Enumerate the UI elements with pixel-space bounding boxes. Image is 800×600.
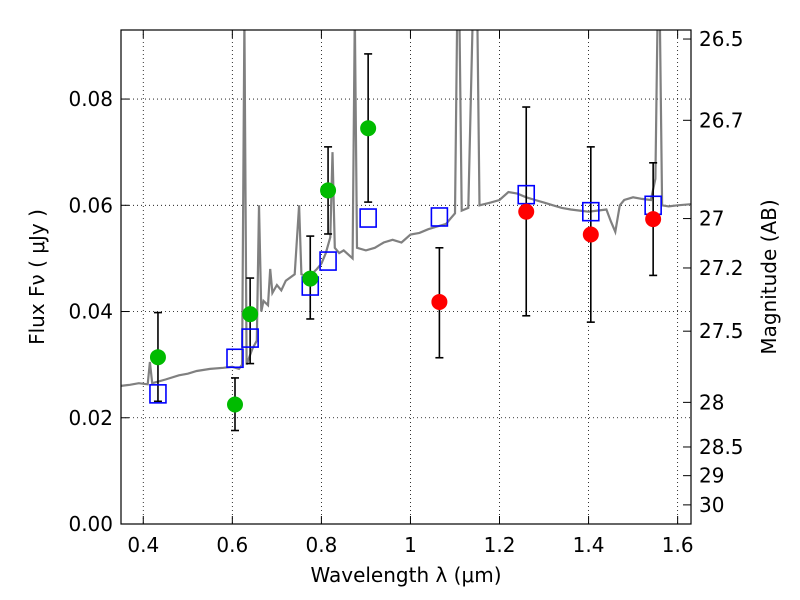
x-axis: 0.4 0.6 0.8 1 1.2 1.4 1.6: [127, 30, 694, 557]
right-tick-label: 26.5: [699, 27, 744, 51]
red-data-point: [431, 293, 448, 310]
right-tick-label: 28.5: [699, 435, 744, 459]
sed-curve-layer: [121, 30, 691, 387]
model-point: [226, 348, 244, 369]
green-data-point: [149, 349, 166, 366]
right-tick-label: 27.2: [699, 256, 744, 280]
y-axis-left: 0.00 0.02 0.04 0.06 0.08: [68, 87, 129, 536]
model-point: [430, 207, 449, 227]
plot-frame: [120, 29, 692, 525]
x-tick-label: 1.2: [484, 533, 516, 557]
y-tick-label: 0.08: [68, 87, 113, 111]
x-tick-label: 1.6: [662, 533, 694, 557]
right-tick-label: 30: [699, 493, 724, 517]
x-tick-label: 0.4: [127, 533, 159, 557]
x-tick-label: 1.4: [573, 533, 605, 557]
green-data-point: [227, 396, 243, 413]
x-tick-label: 1: [404, 533, 417, 557]
y-axis-right: 26.5 26.7 27 27.2 27.5 28 28.5 29 30: [683, 27, 744, 517]
model-point: [149, 384, 167, 404]
observed-points-layer: [149, 120, 662, 413]
right-tick-label: 26.7: [699, 108, 744, 132]
y-tick-label: 0.00: [68, 512, 113, 536]
y-axis-right-title: Magnitude (AB): [757, 199, 781, 354]
green-data-point: [302, 270, 319, 287]
x-axis-title: Wavelength λ (μm): [310, 563, 501, 587]
y-tick-label: 0.04: [68, 300, 113, 324]
model-point: [359, 208, 377, 228]
red-data-point: [582, 226, 599, 243]
y-tick-label: 0.06: [68, 193, 113, 217]
right-tick-label: 27.5: [699, 319, 744, 343]
green-data-point: [320, 182, 337, 199]
x-tick-label: 0.8: [305, 533, 337, 557]
y-tick-label: 0.02: [68, 406, 113, 430]
model-point: [319, 251, 337, 271]
x-tick-label: 0.6: [216, 533, 248, 557]
model-points-layer: [149, 184, 662, 404]
green-data-point: [242, 306, 259, 323]
right-tick-label: 28: [699, 390, 724, 414]
model-point: [582, 201, 600, 222]
y-axis-title: Flux Fν ( μJy ): [25, 209, 49, 345]
plot-area: [121, 30, 691, 524]
red-data-point: [645, 211, 662, 228]
model-point: [241, 328, 259, 348]
errorbar-layer: [153, 53, 658, 432]
right-tick-label: 27: [699, 207, 724, 231]
red-data-point: [518, 203, 535, 220]
right-tick-label: 29: [699, 464, 724, 488]
sed-curve: [121, 30, 691, 387]
green-data-point: [360, 120, 377, 137]
